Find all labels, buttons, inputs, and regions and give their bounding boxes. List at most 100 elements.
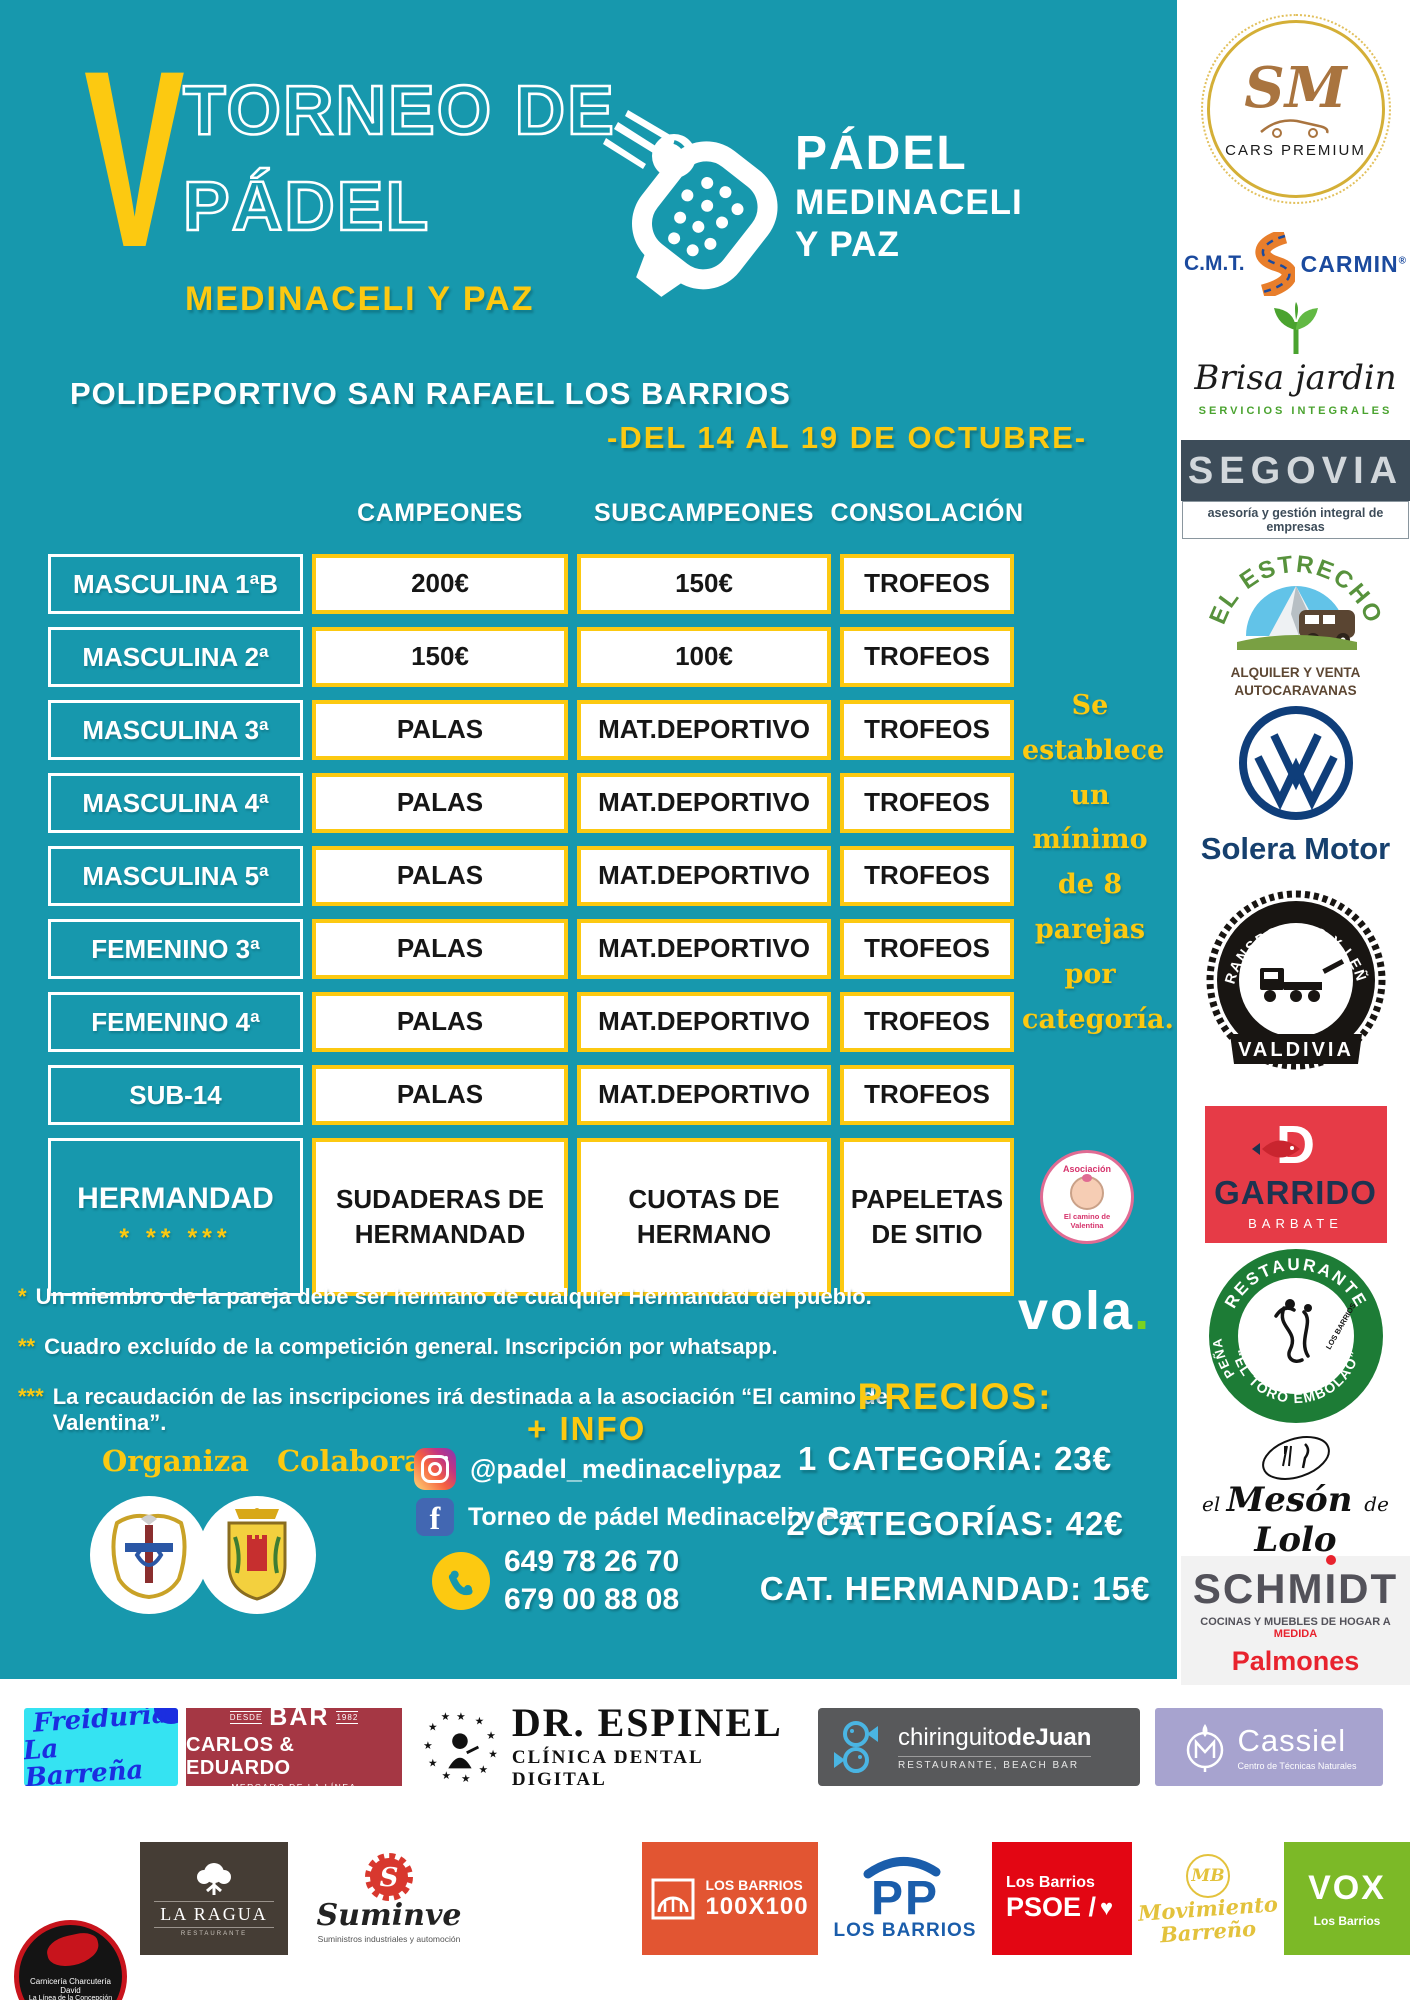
valentina-top-text: Asociación	[1062, 1164, 1111, 1174]
row-consolacion: TROFEOS	[840, 627, 1014, 687]
footnote-1: * Un miembro de la pareja debe ser herma…	[18, 1284, 968, 1310]
row-category-hermandad: HERMANDAD * ** ***	[48, 1138, 303, 1296]
valentina-association-badge: Asociación El camino de Valentina	[1040, 1150, 1134, 1244]
row-campeones: PALAS	[312, 846, 568, 906]
svg-text:PP: PP	[871, 1872, 939, 1918]
row-consolacion: PAPELETAS DE SITIO	[840, 1138, 1014, 1296]
schmidt-name: SCHMIDT	[1192, 1565, 1399, 1612]
padel-club-logo-text: PÁDEL MEDINACELI Y PAZ	[795, 130, 1023, 264]
row-subcampeones: MAT.DEPORTIVO	[577, 1065, 831, 1125]
vox-name: VOX	[1308, 1869, 1386, 1907]
footnote-3: *** La recaudación de las inscripciones …	[18, 1384, 968, 1436]
fish-icon	[1252, 1140, 1300, 1158]
sponsor-freiduria-la-barrena: Freiduria La Barreña	[24, 1708, 178, 1786]
svg-text:VALDIVIA: VALDIVIA	[1238, 1039, 1354, 1061]
row-consolacion: TROFEOS	[840, 846, 1014, 906]
toro-embolao-badge: RESTAURANTE PEÑA “EL TORO EMBOLAO” LOS B…	[1208, 1249, 1383, 1423]
prizes-table: CAMPEONES SUBCAMPEONES CONSOLACIÓN MASCU…	[48, 485, 1023, 1296]
cien-line2: 100X100	[705, 1892, 809, 1920]
mb-monogram: MB	[1186, 1854, 1230, 1899]
bar-year: 1982	[336, 1710, 359, 1724]
estrecho-tagline: ALQUILER Y VENTA AUTOCARAVANAS	[1231, 664, 1361, 699]
table-header-subcampeones: SUBCAMPEONES	[594, 498, 814, 527]
row-subcampeones: CUOTAS DE HERMANO	[577, 1138, 831, 1296]
el-estrecho-logo: EL ESTRECHO	[1204, 551, 1385, 650]
segovia-box: SEGOVIA	[1181, 440, 1410, 501]
facebook-icon: f	[416, 1498, 454, 1536]
david-line2: La Línea de la Concepción (Cádiz)	[28, 1994, 113, 2000]
sponsor-solera-motor: Solera Motor	[1177, 703, 1414, 867]
venue-line: POLIDEPORTIVO SAN RAFAEL LOS BARRIOS	[70, 376, 791, 411]
chiringuito-text: chiringuitodeJuan RESTAURANTE, BEACH BAR	[898, 1723, 1092, 1771]
chiringuito-name: chiringuitodeJuan	[898, 1723, 1092, 1751]
cutlery-oval-icon	[1261, 1436, 1330, 1480]
table-header-empty	[48, 485, 303, 541]
gear-s-icon: S	[365, 1853, 413, 1901]
organiza-label: Organiza	[102, 1444, 249, 1478]
row-category: MASCULINA 4ª	[48, 773, 303, 833]
chiringuito-tagline: RESTAURANTE, BEACH BAR	[898, 1755, 1092, 1771]
espinel-stars-icon: ★ ★ ★★ ★★ ★★ ★★ ★	[424, 1710, 498, 1785]
dome-icon	[651, 1878, 695, 1919]
cien-line1: LOS BARRIOS	[705, 1876, 803, 1893]
price-line-3: CAT. HERMANDAD: 15€	[759, 1570, 1151, 1607]
hermandad-stars: * ** ***	[119, 1223, 232, 1252]
valentina-bottom-text: El camino de Valentina	[1063, 1212, 1111, 1230]
cassiel-text: Cassiel Centro de Técnicas Naturales	[1238, 1723, 1357, 1771]
svg-text:★: ★	[475, 1715, 485, 1728]
freiduria-line2: La Barreña	[24, 1734, 145, 1786]
hermandad-label: HERMANDAD	[77, 1181, 274, 1215]
david-line1: Carnicería Charcutería David	[30, 1976, 111, 1995]
prices-block: PRECIOS: 1 CATEGORÍA: 23€ 2 CATEGORÍAS: …	[745, 1376, 1165, 1635]
row-subcampeones: 100€	[577, 627, 831, 687]
info-title: + INFO	[527, 1410, 647, 1447]
row-subcampeones: MAT.DEPORTIVO	[577, 992, 831, 1052]
row-category: FEMENINO 4ª	[48, 992, 303, 1052]
sponsor-el-estrecho: EL ESTRECHO ALQUILER Y VENTA AUTOCARAVAN…	[1177, 534, 1414, 699]
espinel-tagline: CLÍNICA DENTAL DIGITAL	[511, 1747, 703, 1790]
svg-text:★: ★	[478, 1763, 488, 1776]
row-consolacion: TROFEOS	[840, 554, 1014, 614]
sponsor-movimiento-barreno: MB Movimiento Barreño	[1137, 1842, 1279, 1955]
segovia-tagline: asesoría y gestión integral de empresas	[1182, 501, 1409, 539]
bar-top-line: DESDE BAR 1982	[229, 1703, 359, 1732]
cassiel-tagline: Centro de Técnicas Naturales	[1237, 1761, 1357, 1771]
row-campeones: SUDADERAS DE HERMANDAD	[312, 1138, 568, 1296]
footnote-mark: ***	[18, 1384, 44, 1409]
club-logo-line3: Y PAZ	[795, 225, 900, 264]
poster-title-line1: TORNEO DE	[182, 70, 616, 151]
sponsor-valdivia: TRANSPORTES Y LEÑA VALDIVIA	[1177, 888, 1414, 1088]
cassiel-monogram-icon	[1186, 1724, 1223, 1772]
sponsor-charcuteria-david: Carnicería Charcutería David La Línea de…	[14, 1920, 127, 2000]
meson-lolo: Lolo	[1254, 1520, 1337, 1560]
vola-word: vola	[1018, 1281, 1135, 1341]
vw-logo-icon	[1238, 706, 1353, 820]
sm-label: CARS PREMIUM	[1225, 141, 1366, 159]
row-consolacion: TROFEOS	[840, 992, 1014, 1052]
pp-name: LOS BARRIOS	[833, 1919, 977, 1941]
svg-text:★: ★	[428, 1720, 438, 1733]
sponsor-sidebar: SM CARS PREMIUM C.M.T. CARMIN®	[1177, 0, 1414, 1685]
phone-icon	[432, 1552, 490, 1610]
prices-title: PRECIOS:	[857, 1376, 1053, 1417]
instagram-icon	[414, 1448, 456, 1490]
credits-labels: Organiza Colabora	[102, 1444, 423, 1478]
colabora-label: Colabora	[276, 1444, 423, 1478]
svg-text:★: ★	[461, 1772, 471, 1785]
row-campeones: 200€	[312, 554, 568, 614]
brisa-name: Brisa jardin	[1194, 358, 1397, 398]
row-consolacion: TROFEOS	[840, 700, 1014, 760]
estrecho-tag-2: AUTOCARAVANAS	[1234, 682, 1357, 698]
sponsor-toro-embolao: RESTAURANTE PEÑA “EL TORO EMBOLAO” LOS B…	[1177, 1246, 1414, 1426]
row-category: MASCULINA 3ª	[48, 700, 303, 760]
sponsor-la-ragua: LA RAGUA RESTAURANTE	[140, 1842, 288, 1955]
padel-racket-icon	[588, 104, 784, 321]
row-category: MASCULINA 2ª	[48, 627, 303, 687]
espinel-name: DR. ESPINEL	[511, 1700, 783, 1745]
bar-tagline: •MERCADO DE LA LÍNEA•	[226, 1781, 362, 1792]
mb-name2: Barreño	[1159, 1915, 1257, 1947]
row-campeones: PALAS	[312, 1065, 568, 1125]
meson-de: de	[1364, 1492, 1389, 1516]
phone-numbers: 649 78 26 70 679 00 88 08	[504, 1543, 679, 1619]
sponsor-psoe-los-barrios: Los Barrios PSOE / ♥	[992, 1842, 1132, 1955]
